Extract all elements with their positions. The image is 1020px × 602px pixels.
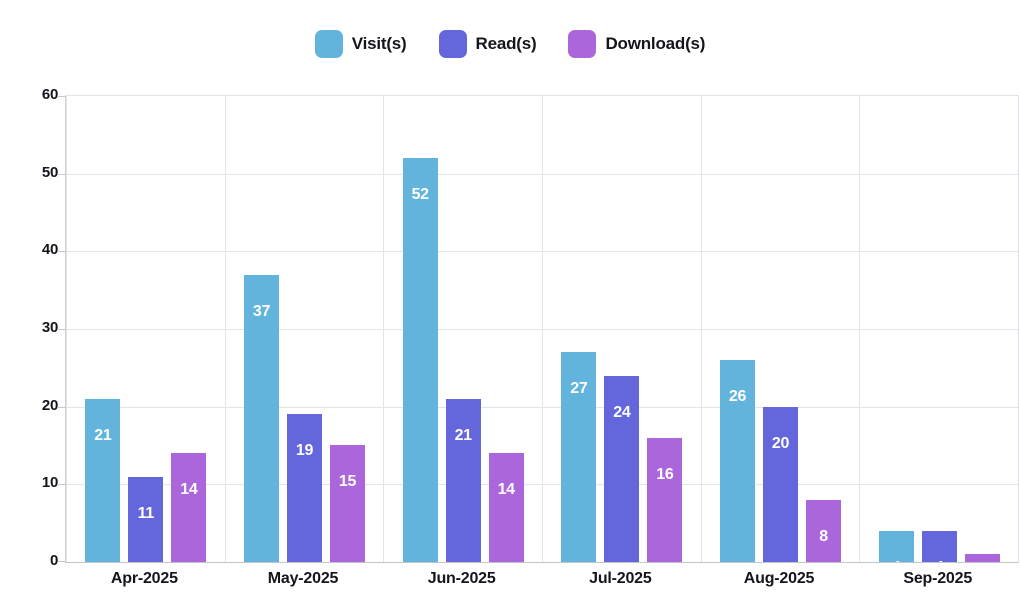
y-axis-tick-label: 60 <box>41 86 58 103</box>
legend-swatch-icon <box>314 30 343 58</box>
bar-value-label: 4 <box>879 559 914 562</box>
y-axis-tick-label: 20 <box>41 396 58 414</box>
bar-value-label: 4 <box>922 559 957 562</box>
y-axis-tick-label: 10 <box>41 474 58 492</box>
x-axis-tick-label: Jul-2025 <box>589 570 652 587</box>
bar-value-label: 52 <box>411 186 430 203</box>
bar-value-label: 15 <box>338 473 357 490</box>
bar-visits-apr-2025[interactable]: 21 <box>85 399 121 562</box>
gridline <box>66 251 1018 253</box>
bar-group-aug-2025: 26 20 8 <box>700 96 860 562</box>
legend-label: Download(s) <box>605 34 706 53</box>
gridline <box>66 329 1018 330</box>
bar-value-label: 27 <box>570 380 588 397</box>
y-axis-tick-label: 30 <box>41 319 58 336</box>
bar-reads-aug-2025[interactable]: 20 <box>763 407 799 562</box>
y-axis-tick <box>58 484 66 486</box>
legend-swatch-icon <box>438 30 467 58</box>
y-axis-tick-label: 0 <box>49 552 58 569</box>
bar-value-label: 21 <box>94 427 112 444</box>
bar-value-label: 8 <box>819 528 828 545</box>
bar-visits-jun-2025[interactable]: 52 <box>402 158 438 562</box>
x-axis-tick-label: May-2025 <box>267 570 339 587</box>
bar-group-jul-2025: 27 24 16 <box>542 96 701 562</box>
legend-item-visits[interactable]: Visit(s) <box>314 30 407 58</box>
bar-group-jun-2025: 52 21 14 <box>383 96 542 562</box>
bar-value-label: 19 <box>295 442 314 459</box>
y-axis-tick-label: 50 <box>41 163 58 181</box>
y-axis-tick <box>58 561 66 562</box>
bar-value-label: 26 <box>728 388 747 405</box>
bar-value-label: 14 <box>180 481 198 498</box>
x-axis-tick-label: Aug-2025 <box>743 570 815 587</box>
bar-reads-sep-2025[interactable]: 4 <box>921 531 957 562</box>
y-axis-tick <box>58 173 66 175</box>
x-axis-tick-label: Jun-2025 <box>427 570 496 587</box>
bar-downloads-aug-2025[interactable]: 8 <box>806 500 842 562</box>
y-axis-tick-label: 40 <box>41 241 58 259</box>
x-axis-tick-label: Apr-2025 <box>110 570 178 587</box>
bar-reads-jul-2025[interactable]: 24 <box>604 376 640 562</box>
bar-group-sep-2025: 4 4 1 <box>859 96 1018 562</box>
bar-value-label: 37 <box>252 303 271 320</box>
bar-group-apr-2025: 21 11 14 <box>66 96 225 562</box>
x-axis: Apr-2025 May-2025 Jun-2025 Jul-2025 Aug-2025… <box>65 570 1017 588</box>
legend-item-reads[interactable]: Read(s) <box>438 30 537 58</box>
bar-visits-sep-2025[interactable]: 4 <box>878 531 914 562</box>
bar-reads-jun-2025[interactable]: 21 <box>445 399 481 562</box>
y-axis-tick <box>58 329 66 330</box>
x-axis-tick-label: Sep-2025 <box>903 570 973 587</box>
bar-downloads-jul-2025[interactable]: 16 <box>647 438 683 562</box>
legend-item-downloads[interactable]: Download(s) <box>568 30 705 58</box>
bar-visits-jul-2025[interactable]: 27 <box>561 352 597 562</box>
legend-label: Visit(s) <box>351 34 407 53</box>
bar-downloads-apr-2025[interactable]: 14 <box>171 453 207 562</box>
bar-visits-aug-2025[interactable]: 26 <box>720 360 756 562</box>
bar-visits-may-2025[interactable]: 37 <box>244 275 279 562</box>
chart-legend: Visit(s) Read(s) Download(s) <box>0 30 1020 58</box>
y-axis-tick <box>58 406 66 408</box>
bar-reads-may-2025[interactable]: 19 <box>287 414 322 562</box>
bar-value-label: 21 <box>454 427 473 444</box>
bar-downloads-jun-2025[interactable]: 14 <box>488 453 524 562</box>
bar-downloads-sep-2025[interactable]: 1 <box>964 554 1000 562</box>
gridline <box>66 173 1018 175</box>
y-axis-tick <box>58 96 66 97</box>
bar-downloads-may-2025[interactable]: 15 <box>330 445 365 562</box>
bar-value-label: 14 <box>497 481 516 498</box>
bar-value-label: 11 <box>137 505 155 522</box>
bar-value-label: 16 <box>656 466 674 483</box>
legend-label: Read(s) <box>475 34 537 53</box>
legend-swatch-icon <box>568 30 597 58</box>
bar-value-label: 24 <box>613 404 631 421</box>
bar-value-label: 20 <box>771 435 790 452</box>
y-axis-tick <box>58 251 66 253</box>
gridline <box>66 484 1018 486</box>
plot-area: 21 11 14 37 19 15 52 21 14 27 24 16 26 20 8 4 4 1 <box>58 95 1019 563</box>
bar-reads-apr-2025[interactable]: 11 <box>128 477 164 562</box>
bar-group-may-2025: 37 19 15 <box>224 96 384 562</box>
gridline <box>66 406 1018 408</box>
